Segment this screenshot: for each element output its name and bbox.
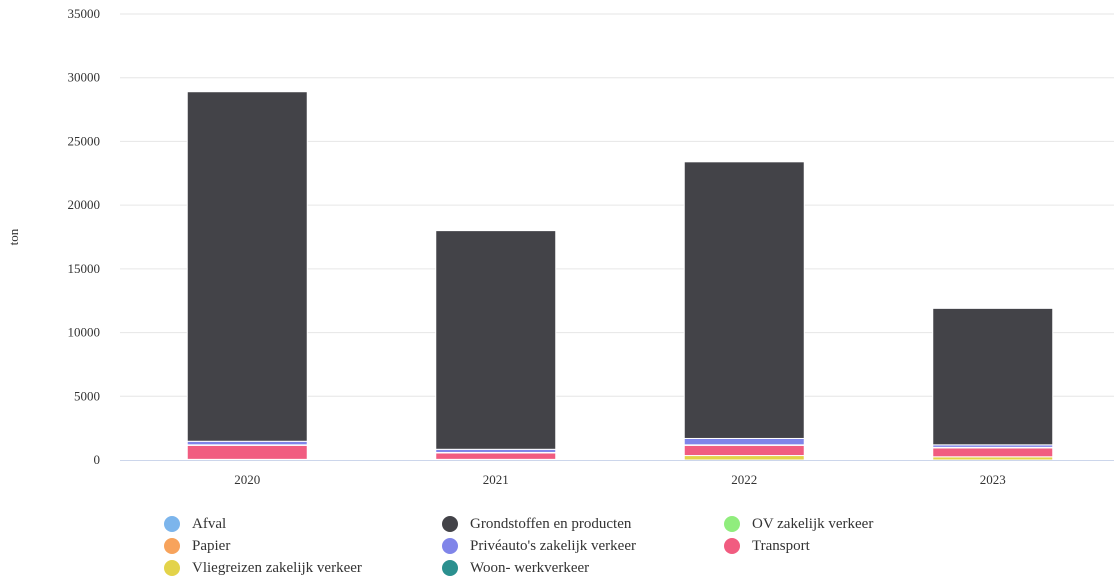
bar-segment[interactable]: [435, 452, 557, 460]
x-tick-label: 2020: [234, 472, 260, 487]
bar-segment[interactable]: [932, 447, 1054, 458]
bar-segment[interactable]: [683, 161, 805, 439]
y-tick-label: 15000: [68, 261, 101, 276]
legend-marker-icon: [724, 516, 740, 532]
bar-segment[interactable]: [186, 444, 308, 460]
bar-segment[interactable]: [683, 444, 805, 457]
legend-marker-icon: [164, 560, 180, 576]
legend-label: Privéauto's zakelijk verkeer: [470, 537, 636, 554]
legend-item[interactable]: Afval: [164, 514, 442, 534]
bar-segment[interactable]: [186, 440, 308, 446]
legend-item[interactable]: Transport: [724, 536, 924, 556]
legend-label: Papier: [192, 537, 231, 554]
bar-segment[interactable]: [683, 455, 805, 461]
legend-label: Grondstoffen en producten: [470, 515, 632, 532]
legend-label: Woon- werkverkeer: [470, 559, 590, 576]
legend-item[interactable]: Woon- werkverkeer: [442, 558, 724, 578]
legend-item[interactable]: OV zakelijk verkeer: [724, 514, 924, 534]
legend-label: Afval: [192, 515, 227, 532]
x-tick-label: 2021: [483, 472, 509, 487]
legend-label: OV zakelijk verkeer: [752, 515, 874, 532]
legend-item[interactable]: Grondstoffen en producten: [442, 514, 724, 534]
y-tick-label: 10000: [68, 325, 101, 340]
y-tick-label: 20000: [68, 197, 101, 212]
x-axis-ticks: 2020 2021 2022 2023: [234, 472, 1006, 487]
legend-marker-icon: [164, 538, 180, 554]
legend: Afval Grondstoffen en producten OV zakelij…: [164, 514, 924, 578]
x-tick-label: 2023: [980, 472, 1006, 487]
bar-segment[interactable]: [932, 307, 1054, 446]
legend-marker-icon: [442, 516, 458, 532]
legend-item[interactable]: Privéauto's zakelijk verkeer: [442, 536, 724, 556]
stacked-bar-chart: 0 5000 10000 15000 20000 25000 30000 35000 2020…: [6, 6, 1114, 487]
x-tick-label: 2022: [731, 472, 757, 487]
y-tick-label: 25000: [68, 133, 101, 148]
y-tick-label: 0: [94, 452, 101, 467]
y-axis-ticks: 0 5000 10000 15000 20000 25000 30000 35000: [68, 6, 101, 467]
legend-label: Vliegreizen zakelijk verkeer: [192, 559, 362, 576]
legend-item[interactable]: Papier: [164, 536, 442, 556]
bar-segment[interactable]: [683, 437, 805, 446]
y-tick-label: 35000: [68, 6, 101, 21]
y-tick-label: 30000: [68, 70, 101, 85]
bar-segment[interactable]: [186, 91, 308, 442]
legend-marker-icon: [442, 538, 458, 554]
legend-marker-icon: [724, 538, 740, 554]
y-axis-title: ton: [6, 228, 21, 245]
legend-marker-icon: [164, 516, 180, 532]
legend-item[interactable]: Vliegreizen zakelijk verkeer: [164, 558, 442, 578]
y-tick-label: 5000: [74, 388, 100, 403]
legend-marker-icon: [442, 560, 458, 576]
bars: [186, 91, 1054, 461]
bar-segment[interactable]: [435, 230, 557, 450]
legend-label: Transport: [752, 537, 810, 554]
